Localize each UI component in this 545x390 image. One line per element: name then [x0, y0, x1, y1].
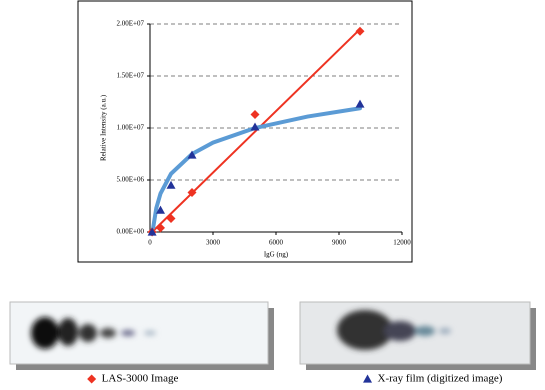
x-axis-title: IgG (ng) — [264, 251, 289, 259]
blot-image-right — [300, 302, 536, 370]
y-tick-label: 1.00E+07 — [117, 124, 145, 132]
y-tick-label: 5.00E+06 — [117, 176, 145, 184]
y-tick-label: 2.00E+07 — [117, 20, 145, 28]
y-axis-title: Relative Intensity (a.u.) — [100, 94, 108, 161]
marker-triangle — [363, 375, 372, 383]
x-tick-label: 6000 — [269, 239, 284, 247]
x-tick-label: 9000 — [332, 239, 347, 247]
legend-label: LAS-3000 Image — [102, 373, 179, 385]
legend-label: X-ray film (digitized image) — [378, 373, 503, 385]
legend: LAS-3000 Image X-ray film (digitized imag… — [87, 373, 503, 385]
y-tick-label: 0.00E+00 — [117, 228, 145, 236]
x-tick-label: 0 — [148, 239, 152, 247]
blot-image-left — [10, 302, 274, 370]
y-tick-label: 1.50E+07 — [117, 72, 145, 80]
x-tick-label: 12000 — [393, 239, 411, 247]
marker-diamond — [87, 375, 96, 384]
x-tick-label: 3000 — [206, 239, 221, 247]
page: Relative Intensity (a.u.) IgG (ng) 0.00E… — [0, 0, 545, 385]
